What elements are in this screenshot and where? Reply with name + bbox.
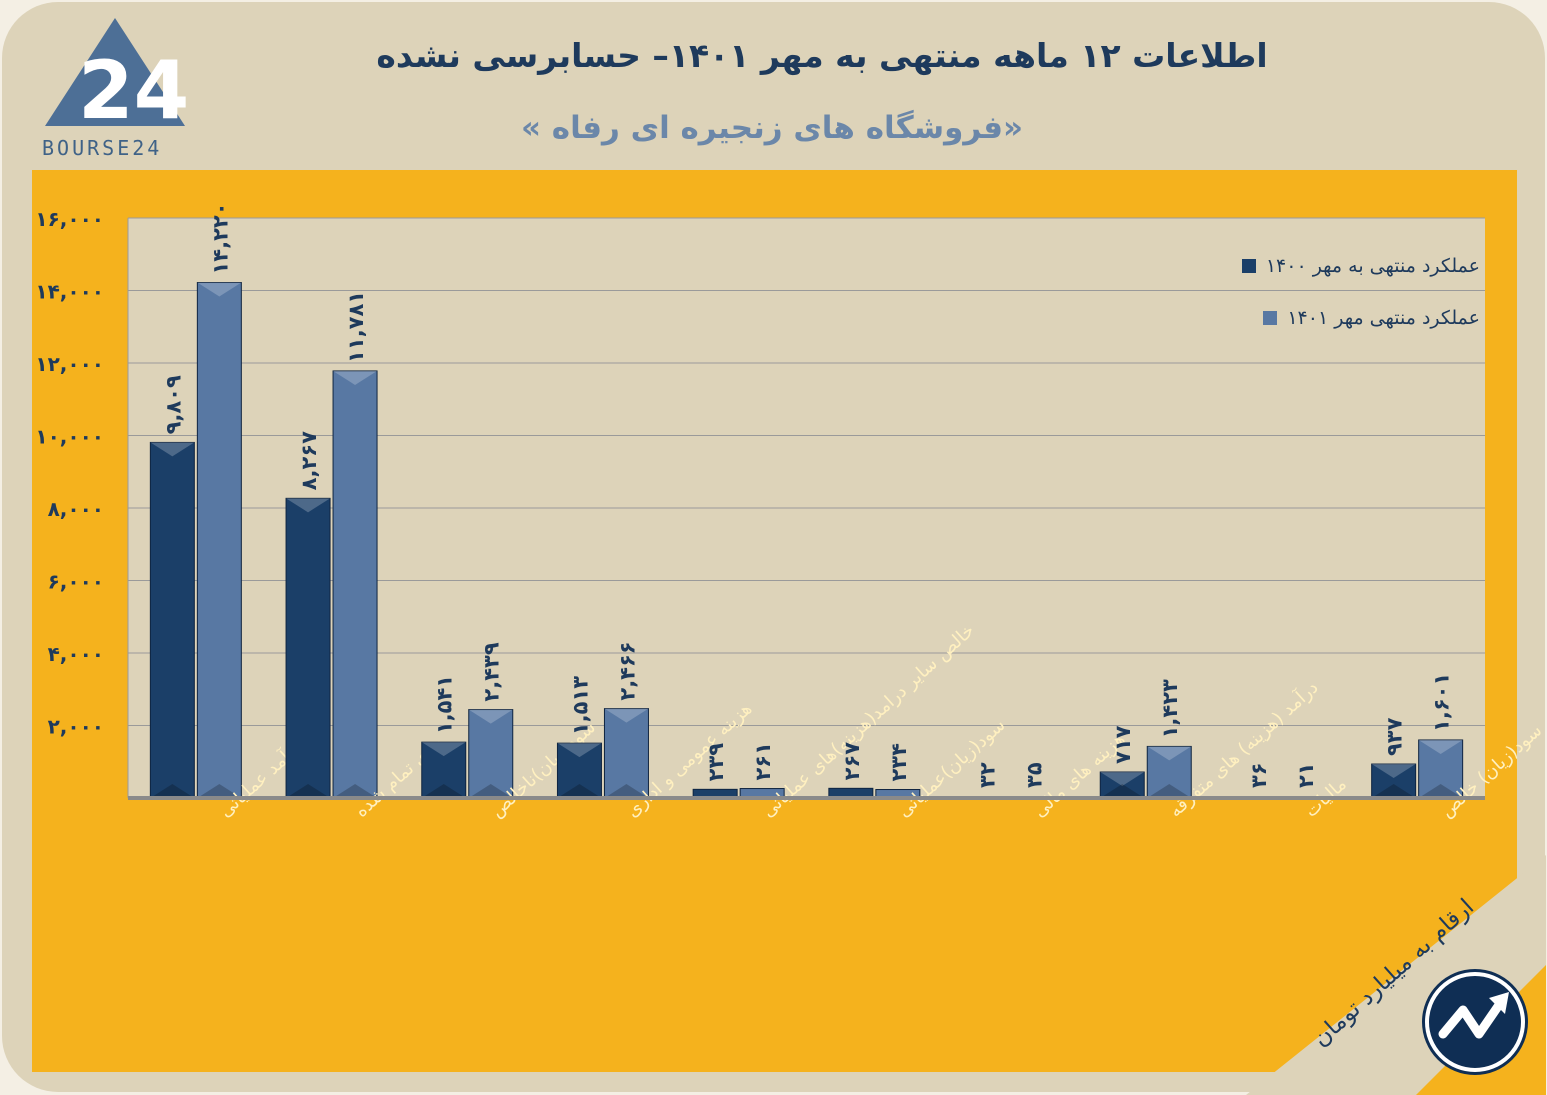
- bar-bevel: [150, 784, 195, 798]
- bar-bevel: [557, 784, 602, 798]
- data-label: ۲۱: [1294, 762, 1318, 788]
- y-tick-label: ۱۰,۰۰۰: [35, 425, 104, 449]
- bar-bevel: [1147, 746, 1192, 761]
- bar-bevel: [1371, 784, 1416, 798]
- data-label: ۳۶: [1247, 762, 1271, 788]
- data-label: ۲۶۱: [751, 742, 775, 780]
- data-label: ۲۳۹: [704, 743, 728, 782]
- bar: [556, 742, 602, 799]
- legend-item-1401: عملکرد منتهی مهر ۱۴۰۱: [1180, 292, 1480, 344]
- legend-label-1401: عملکرد منتهی مهر ۱۴۰۱: [1287, 307, 1480, 329]
- bar-bevel: [197, 282, 242, 297]
- data-label: ۱,۴۲۳: [1158, 679, 1182, 738]
- bar-bevel: [197, 784, 242, 798]
- bar-bevel: [421, 784, 466, 798]
- data-label: ۳۵: [1023, 762, 1047, 788]
- bar: [603, 708, 649, 799]
- data-label: ۸,۲۶۷: [297, 431, 321, 490]
- bar: [285, 497, 331, 799]
- data-label: ۲,۴۳۹: [480, 642, 504, 701]
- bar-bevel: [1100, 772, 1145, 787]
- bar-bevel: [286, 784, 331, 798]
- data-label: ۱۱,۷۸۱: [344, 291, 368, 363]
- y-tick-label: ۱۶,۰۰۰: [35, 207, 104, 231]
- bar: [1099, 771, 1145, 799]
- bar-bevel: [604, 708, 649, 723]
- page-title: اطلاعات ۱۲ ماهه منتهی به مهر ۱۴۰۱– حسابر…: [376, 36, 1268, 75]
- bar: [421, 741, 467, 799]
- legend-swatch-1401: [1263, 311, 1278, 325]
- y-tick-label: ۱۲,۰۰۰: [35, 352, 104, 376]
- data-label: ۲۶۷: [840, 742, 864, 781]
- data-label: ۳۲: [976, 762, 1000, 788]
- bourse24-logo: 24: [45, 18, 189, 137]
- bar-bevel: [333, 370, 378, 385]
- bar: [149, 441, 195, 799]
- data-label: ۱,۶۰۱: [1430, 673, 1454, 732]
- bar-bevel: [468, 709, 513, 724]
- chart-legend: عملکرد منتهی به مهر ۱۴۰۰ عملکرد منتهی مه…: [1180, 240, 1480, 344]
- legend-item-1400: عملکرد منتهی به مهر ۱۴۰۰: [1180, 240, 1480, 292]
- data-label: ۲۳۴: [887, 743, 911, 782]
- y-tick-label: ۲,۰۰۰: [48, 715, 104, 739]
- bar: [1418, 739, 1464, 799]
- y-tick-label: ۱۴,۰۰۰: [35, 280, 104, 304]
- bar-bevel: [557, 743, 602, 758]
- bar: [1146, 745, 1192, 799]
- data-label: ۱,۵۱۳: [568, 676, 592, 735]
- bar-bevel: [1147, 784, 1192, 798]
- trend-arrow-icon: [1425, 972, 1525, 1072]
- bar-bevel: [468, 784, 513, 798]
- bar-bevel: [1100, 784, 1145, 798]
- data-label: ۱,۵۴۱: [433, 675, 457, 734]
- bar-bevel: [286, 498, 331, 513]
- data-label: ۷۱۷: [1111, 725, 1135, 764]
- bar-bevel: [604, 784, 649, 798]
- bar-bevel: [1371, 764, 1416, 779]
- bar-bevel: [421, 742, 466, 757]
- bar: [468, 709, 514, 799]
- data-label: ۹۳۷: [1383, 717, 1407, 756]
- y-tick-label: ۶,۰۰۰: [48, 570, 104, 594]
- bar-bevel: [1418, 784, 1463, 798]
- data-label: ۱۴,۲۲۰: [208, 202, 232, 274]
- bar-bevel: [333, 784, 378, 798]
- bar-bevel: [1418, 739, 1463, 754]
- data-label: ۲,۴۶۶: [615, 641, 639, 700]
- data-label: ۹,۸۰۹: [161, 375, 185, 434]
- legend-label-1400: عملکرد منتهی به مهر ۱۴۰۰: [1265, 255, 1480, 277]
- legend-swatch-1400: [1241, 259, 1256, 273]
- y-tick-label: ۸,۰۰۰: [48, 497, 104, 521]
- svg-text:24: 24: [78, 44, 189, 137]
- bar: [1371, 763, 1417, 799]
- bar: [332, 370, 378, 799]
- y-tick-label: ۴,۰۰۰: [48, 642, 104, 666]
- page-subtitle: «فروشگاه های زنجیره ای رفاه »: [520, 110, 1024, 146]
- logo-text: BOURSE24: [42, 136, 163, 160]
- bar: [196, 282, 242, 799]
- bar-bevel: [150, 442, 195, 457]
